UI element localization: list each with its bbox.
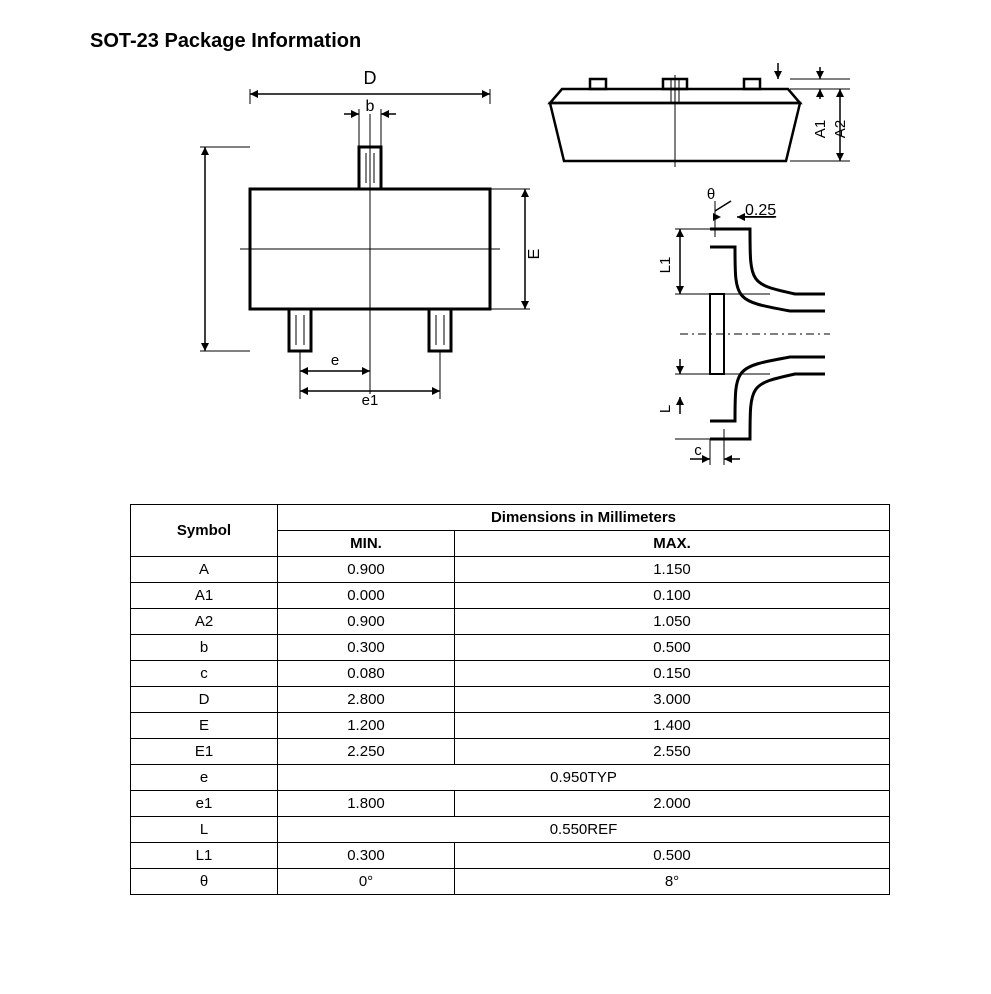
svg-text:D: D [364,68,377,88]
svg-text:θ: θ [707,186,715,203]
svg-text:A1: A1 [812,120,829,138]
table-row: c0.0800.150 [131,661,890,687]
table-row: A0.9001.150 [131,557,890,583]
svg-text:e1: e1 [362,392,379,409]
table-row: θ0°8° [131,869,890,895]
svg-text:L1: L1 [657,257,674,274]
table-row: L0.550REF [131,817,890,843]
svg-text:b: b [366,98,375,115]
svg-text:e: e [331,352,339,369]
col-dims: Dimensions in Millimeters [278,505,890,531]
table-row: b0.3000.500 [131,635,890,661]
table-row: E12.2502.550 [131,739,890,765]
table-row: A10.0000.100 [131,583,890,609]
package-diagram: DbEee1A1A2Aθ0.25L1Lc [130,59,951,484]
table-row: L10.3000.500 [131,843,890,869]
col-max: MAX. [455,531,890,557]
svg-text:0.25: 0.25 [745,202,776,219]
table-row: E1.2001.400 [131,713,890,739]
svg-text:E: E [526,249,543,260]
svg-text:c: c [694,442,702,459]
svg-text:L: L [657,405,674,413]
section-title: SOT-23 Package Information [90,30,951,53]
table-row: A20.9001.050 [131,609,890,635]
dimensions-table: Symbol Dimensions in Millimeters MIN. MA… [130,504,890,895]
col-symbol: Symbol [131,505,278,557]
svg-text:A2: A2 [832,120,849,138]
table-row: e11.8002.000 [131,791,890,817]
table-row: e0.950TYP [131,765,890,791]
col-min: MIN. [278,531,455,557]
table-row: D2.8003.000 [131,687,890,713]
